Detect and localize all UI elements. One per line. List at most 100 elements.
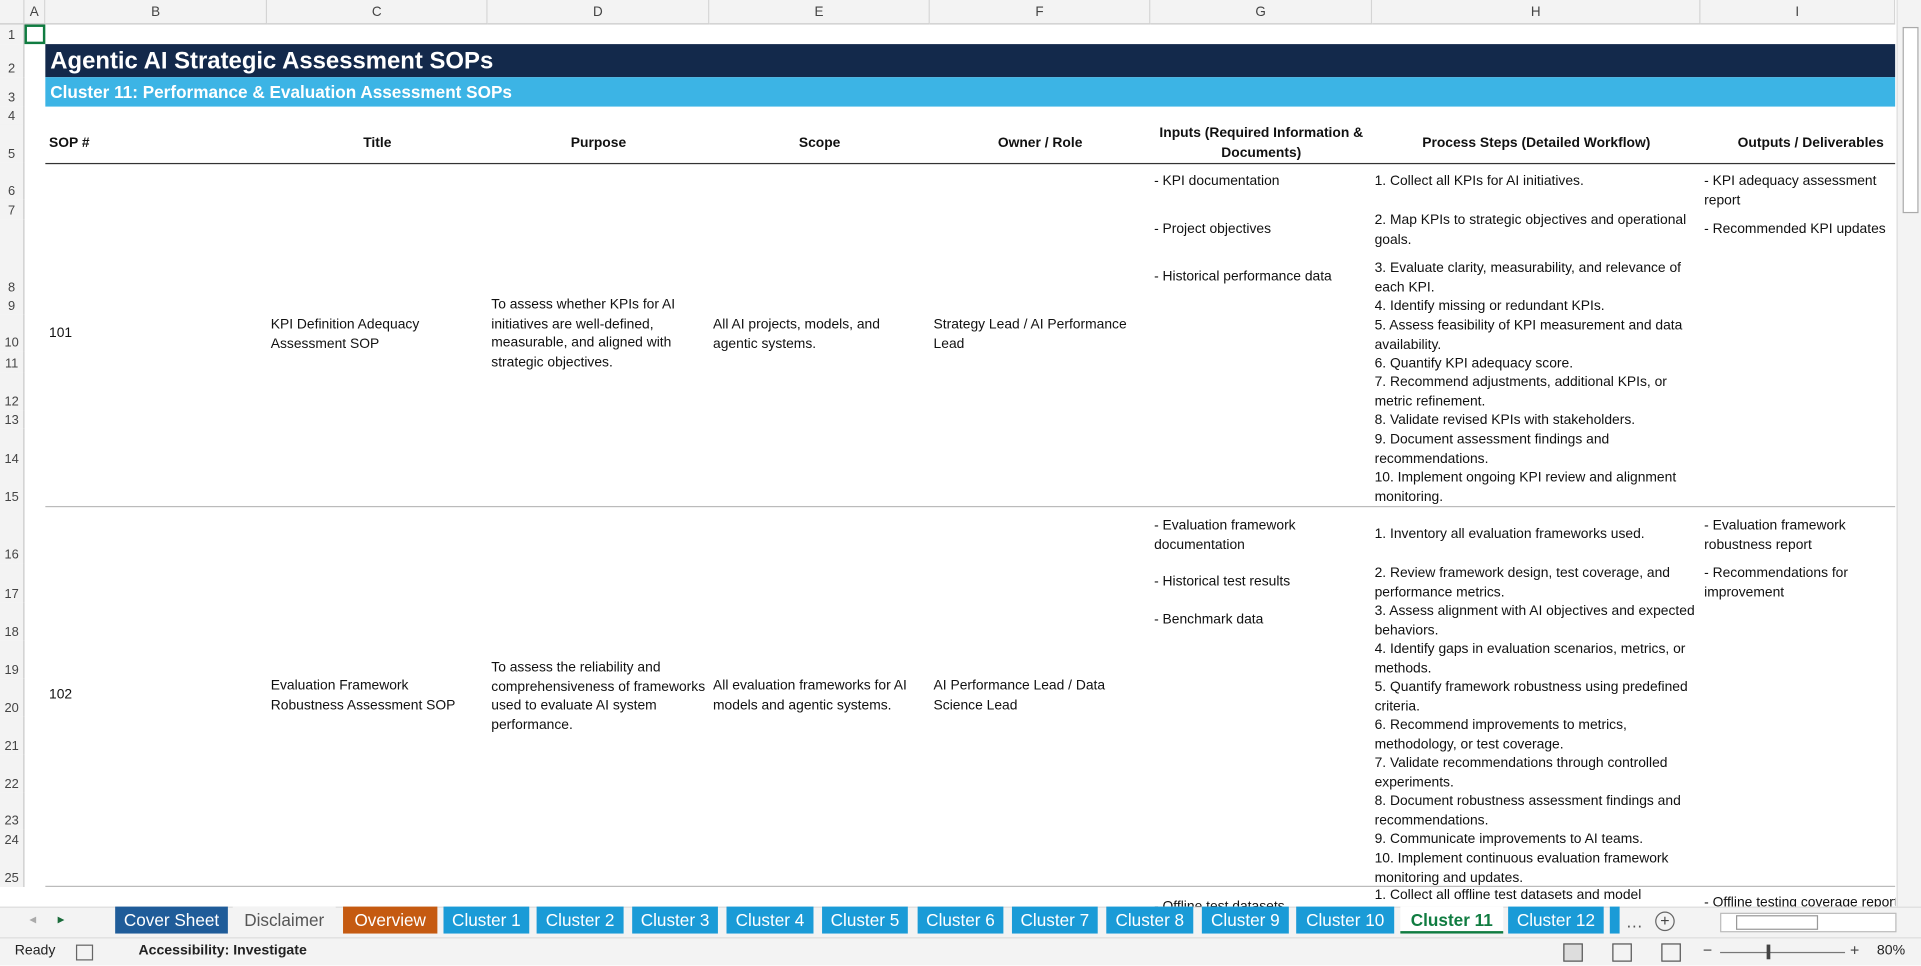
- sheet-tab[interactable]: Disclaimer: [232, 906, 336, 934]
- zoom-level[interactable]: 80%: [1876, 943, 1906, 959]
- row-header[interactable]: 9: [0, 296, 25, 315]
- row-header[interactable]: 6: [0, 162, 25, 200]
- row-header[interactable]: 11: [0, 351, 25, 373]
- status-bar: − + Ready Accessibility: Investigate 80%: [0, 937, 1921, 966]
- zoom-out[interactable]: −: [1702, 940, 1713, 960]
- row-header[interactable]: 10: [0, 314, 25, 352]
- column-header[interactable]: C: [267, 0, 488, 25]
- row-header[interactable]: 15: [0, 467, 25, 506]
- sheet-tab[interactable]: Cluster 6: [917, 906, 1004, 934]
- tab-nav[interactable]: ◂: [29, 912, 37, 928]
- cell-steps-item: 6. Recommend improvements to metrics, me…: [1374, 717, 1627, 752]
- table-header: Outputs / Deliverables: [1737, 135, 1884, 151]
- cell-steps-item: 5. Assess feasibility of KPI measurement…: [1374, 318, 1683, 353]
- row-header[interactable]: 25: [0, 849, 25, 887]
- column-header[interactable]: I: [1700, 0, 1896, 25]
- row-header[interactable]: 7: [0, 199, 25, 220]
- row-header[interactable]: 13: [0, 410, 25, 429]
- sheet-tab[interactable]: Cluster 3: [632, 906, 718, 934]
- sheet-tab[interactable]: Overview: [343, 906, 438, 934]
- row-header[interactable]: 21: [0, 716, 25, 755]
- tab-nav[interactable]: ▸: [57, 912, 65, 928]
- scroll-thumb[interactable]: [1736, 915, 1819, 930]
- column-header[interactable]: A: [24, 0, 46, 25]
- cell-outputs-item: - Offline testing coverage report: [1704, 895, 1896, 907]
- more-tabs[interactable]: …: [1625, 911, 1643, 932]
- column-header[interactable]: E: [709, 0, 930, 25]
- scroll-thumb[interactable]: [1902, 26, 1919, 214]
- sheet-tab[interactable]: Cluster 7: [1011, 906, 1098, 934]
- row-header[interactable]: 22: [0, 754, 25, 793]
- row-header[interactable]: 24: [0, 829, 25, 850]
- table-header: Owner / Role: [997, 135, 1083, 151]
- cell-owner: AI Performance Lead / Data Science Lead: [933, 678, 1106, 713]
- sheet-tab[interactable]: Cluster 12: [1508, 906, 1604, 934]
- cell-steps-item: 1. Inventory all evaluation frameworks u…: [1374, 526, 1645, 542]
- corner[interactable]: [0, 0, 25, 25]
- row-header[interactable]: 16: [0, 505, 25, 564]
- row-header[interactable]: 5: [0, 124, 25, 163]
- accessibility-status[interactable]: Accessibility: Investigate: [138, 943, 307, 959]
- zoom-thumb[interactable]: [1766, 944, 1771, 960]
- view-layout[interactable]: [1612, 943, 1632, 962]
- row-header[interactable]: 2: [0, 44, 25, 78]
- column-header[interactable]: B: [45, 0, 268, 25]
- cell-steps-item: 5. Quantify framework robustness using p…: [1374, 679, 1688, 714]
- sheet-tab[interactable]: Cluster 5: [822, 906, 908, 934]
- row-header[interactable]: 19: [0, 640, 25, 679]
- add-sheet[interactable]: +: [1655, 911, 1675, 932]
- cell-steps-item: 7. Recommend adjustments, additional KPI…: [1374, 374, 1667, 409]
- row-header[interactable]: 18: [0, 602, 25, 641]
- row-header[interactable]: 12: [0, 372, 25, 411]
- cell-inputs-item: - KPI documentation: [1154, 173, 1280, 189]
- column-header[interactable]: F: [929, 0, 1151, 25]
- cell-scope: All AI projects, models, and agentic sys…: [713, 317, 880, 351]
- selected-cell[interactable]: [24, 24, 46, 45]
- cell-outputs-item: - KPI adequacy assessment report: [1704, 173, 1877, 208]
- title-bar: Agentic AI Strategic Assessment SOPs: [45, 44, 1896, 78]
- vertical-scrollbar[interactable]: [1896, 0, 1921, 907]
- cell-purpose: To assess whether KPIs for AI initiative…: [491, 297, 676, 370]
- sheet-tab[interactable]: Cluster 1: [443, 906, 530, 934]
- row-rule: [45, 885, 1896, 887]
- column-header[interactable]: G: [1150, 0, 1373, 25]
- row-header[interactable]: 3: [0, 77, 25, 107]
- row-header[interactable]: 1: [0, 24, 25, 45]
- row-header[interactable]: 4: [0, 106, 25, 125]
- cell-scope: All evaluation frameworks for AI models …: [713, 678, 907, 713]
- sheet-tab[interactable]: Cluster 8: [1106, 906, 1194, 934]
- sheet-tab[interactable]: Cover Sheet: [115, 906, 228, 934]
- sheet-tab[interactable]: Cluster 10: [1296, 906, 1395, 934]
- h-scrollbar[interactable]: [1720, 912, 1897, 933]
- cell-title: Evaluation Framework Robustness Assessme…: [270, 678, 456, 713]
- column-header[interactable]: H: [1372, 0, 1701, 25]
- row-header[interactable]: 23: [0, 792, 25, 830]
- cell-steps-item: 2. Review framework design, test coverag…: [1374, 566, 1671, 600]
- cell-steps-item: 10. Implement continuous evaluation fram…: [1374, 851, 1669, 886]
- zoom-in[interactable]: +: [1849, 940, 1860, 960]
- column-header[interactable]: D: [487, 0, 710, 25]
- cell-steps-item: 6. Quantify KPI adequacy score.: [1374, 356, 1574, 372]
- row-header[interactable]: 20: [0, 678, 25, 717]
- sheet-tab-partial[interactable]: [1609, 906, 1620, 934]
- cell-steps-item: 7. Validate recommendations through cont…: [1374, 755, 1668, 790]
- cell-steps-item: 3. Evaluate clarity, measurability, and …: [1374, 260, 1682, 295]
- sheet-tab[interactable]: Cluster 2: [536, 906, 624, 934]
- cell-inputs-item: - Project objectives: [1154, 221, 1271, 237]
- row-header[interactable]: 8: [0, 219, 25, 297]
- row-header[interactable]: 14: [0, 428, 25, 468]
- cell-steps-item: 8. Validate revised KPIs with stakeholde…: [1374, 412, 1636, 428]
- sheet-tab[interactable]: Cluster 4: [726, 906, 814, 934]
- cell-sop: 101: [49, 325, 73, 341]
- row-header[interactable]: 17: [0, 563, 25, 603]
- cell-steps-item: 4. Identify gaps in evaluation scenarios…: [1374, 641, 1686, 676]
- view-break[interactable]: [1661, 943, 1681, 962]
- view-normal[interactable]: [1563, 943, 1583, 962]
- header-rule: [45, 162, 1896, 165]
- zoom-slider[interactable]: [1720, 951, 1846, 954]
- sheet-tab[interactable]: Cluster 9: [1201, 906, 1289, 934]
- sheet-tab[interactable]: Cluster 11: [1400, 906, 1504, 934]
- macro-icon[interactable]: [75, 944, 94, 961]
